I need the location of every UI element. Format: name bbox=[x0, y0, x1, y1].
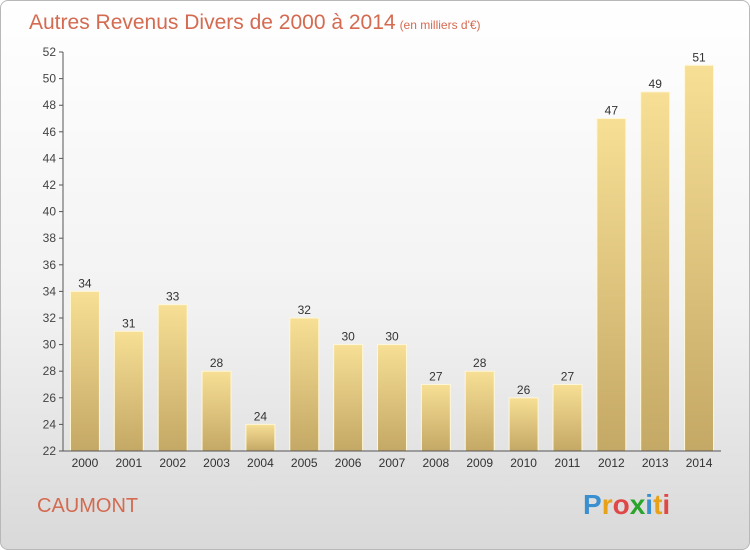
y-tick-label: 32 bbox=[43, 311, 57, 325]
y-tick-label: 24 bbox=[43, 417, 57, 431]
data-label: 30 bbox=[341, 330, 355, 344]
data-label: 33 bbox=[166, 290, 180, 304]
bar-2014 bbox=[684, 64, 715, 452]
data-label: 31 bbox=[122, 316, 136, 330]
x-tick-label: 2007 bbox=[379, 456, 406, 470]
bar-2010 bbox=[508, 397, 539, 452]
bar-2013 bbox=[640, 91, 671, 452]
data-label: 49 bbox=[649, 77, 663, 91]
y-tick-label: 26 bbox=[43, 391, 57, 405]
data-label: 32 bbox=[298, 303, 312, 317]
data-label: 27 bbox=[429, 370, 443, 384]
bar-2001 bbox=[113, 330, 144, 452]
x-tick-label: 2002 bbox=[159, 456, 186, 470]
chart-title: Autres Revenus Divers de 2000 à 2014 (en … bbox=[29, 11, 481, 35]
data-label: 30 bbox=[385, 330, 399, 344]
data-label: 47 bbox=[605, 104, 619, 118]
x-tick-label: 2003 bbox=[203, 456, 230, 470]
x-tick-label: 2012 bbox=[598, 456, 625, 470]
bar-2007 bbox=[377, 344, 407, 452]
y-tick-label: 50 bbox=[43, 72, 57, 86]
y-tick-label: 44 bbox=[43, 151, 57, 165]
bars: 34 31 33 28 24 32 30 30 27 28 26 27 47 49 51 bbox=[69, 50, 715, 452]
x-tick-label: 2010 bbox=[510, 456, 537, 470]
y-tick-label: 28 bbox=[43, 364, 57, 378]
y-tick-label: 40 bbox=[43, 205, 57, 219]
x-tick-label: 2013 bbox=[642, 456, 669, 470]
bar-2009 bbox=[464, 370, 495, 452]
bar-2004 bbox=[245, 423, 276, 452]
x-tick-label: 2011 bbox=[555, 456, 581, 470]
x-tick-label: 2004 bbox=[247, 456, 274, 470]
x-tick-label: 2014 bbox=[686, 456, 713, 470]
y-axis: 22 24 26 28 30 32 34 36 38 40 42 44 46 48 50 52 bbox=[43, 45, 64, 458]
data-label: 27 bbox=[561, 370, 575, 384]
y-tick-label: 42 bbox=[43, 178, 57, 192]
data-label: 28 bbox=[473, 356, 487, 370]
y-tick-label: 48 bbox=[43, 98, 57, 112]
data-label: 34 bbox=[78, 276, 92, 290]
data-label: 26 bbox=[517, 383, 531, 397]
x-tick-label: 2000 bbox=[72, 456, 99, 470]
bar-2008 bbox=[420, 384, 451, 452]
x-tick-label: 2001 bbox=[115, 456, 142, 470]
y-tick-label: 38 bbox=[43, 231, 57, 245]
x-tick-label: 2008 bbox=[423, 456, 450, 470]
data-label: 24 bbox=[254, 409, 268, 423]
chart-subtitle: (en milliers d'€) bbox=[399, 18, 481, 32]
bar-2000 bbox=[69, 290, 100, 452]
y-tick-label: 30 bbox=[43, 338, 57, 352]
bar-2005 bbox=[289, 317, 320, 452]
y-tick-label: 22 bbox=[43, 444, 57, 458]
y-tick-label: 36 bbox=[43, 258, 57, 272]
bar-2003 bbox=[201, 370, 232, 452]
data-label: 28 bbox=[210, 356, 224, 370]
bar-2002 bbox=[157, 304, 188, 452]
bar-2012 bbox=[596, 118, 627, 452]
chart-title-text: Autres Revenus Divers de 2000 à 2014 bbox=[29, 11, 396, 34]
bar-2011 bbox=[552, 384, 583, 452]
x-axis: 2000 2001 2002 2003 2004 2005 2006 2007 2008 2009… bbox=[63, 450, 721, 470]
y-tick-label: 46 bbox=[43, 125, 57, 139]
data-label: 51 bbox=[692, 50, 706, 64]
x-tick-label: 2009 bbox=[466, 456, 493, 470]
x-tick-label: 2006 bbox=[335, 456, 362, 470]
commune-name: CAUMONT bbox=[37, 495, 139, 517]
x-tick-label: 2005 bbox=[291, 456, 318, 470]
bar-2006 bbox=[333, 344, 364, 452]
proxiti-logo: Proxiti bbox=[583, 489, 671, 520]
y-tick-label: 52 bbox=[43, 45, 57, 59]
y-tick-label: 34 bbox=[43, 284, 57, 298]
